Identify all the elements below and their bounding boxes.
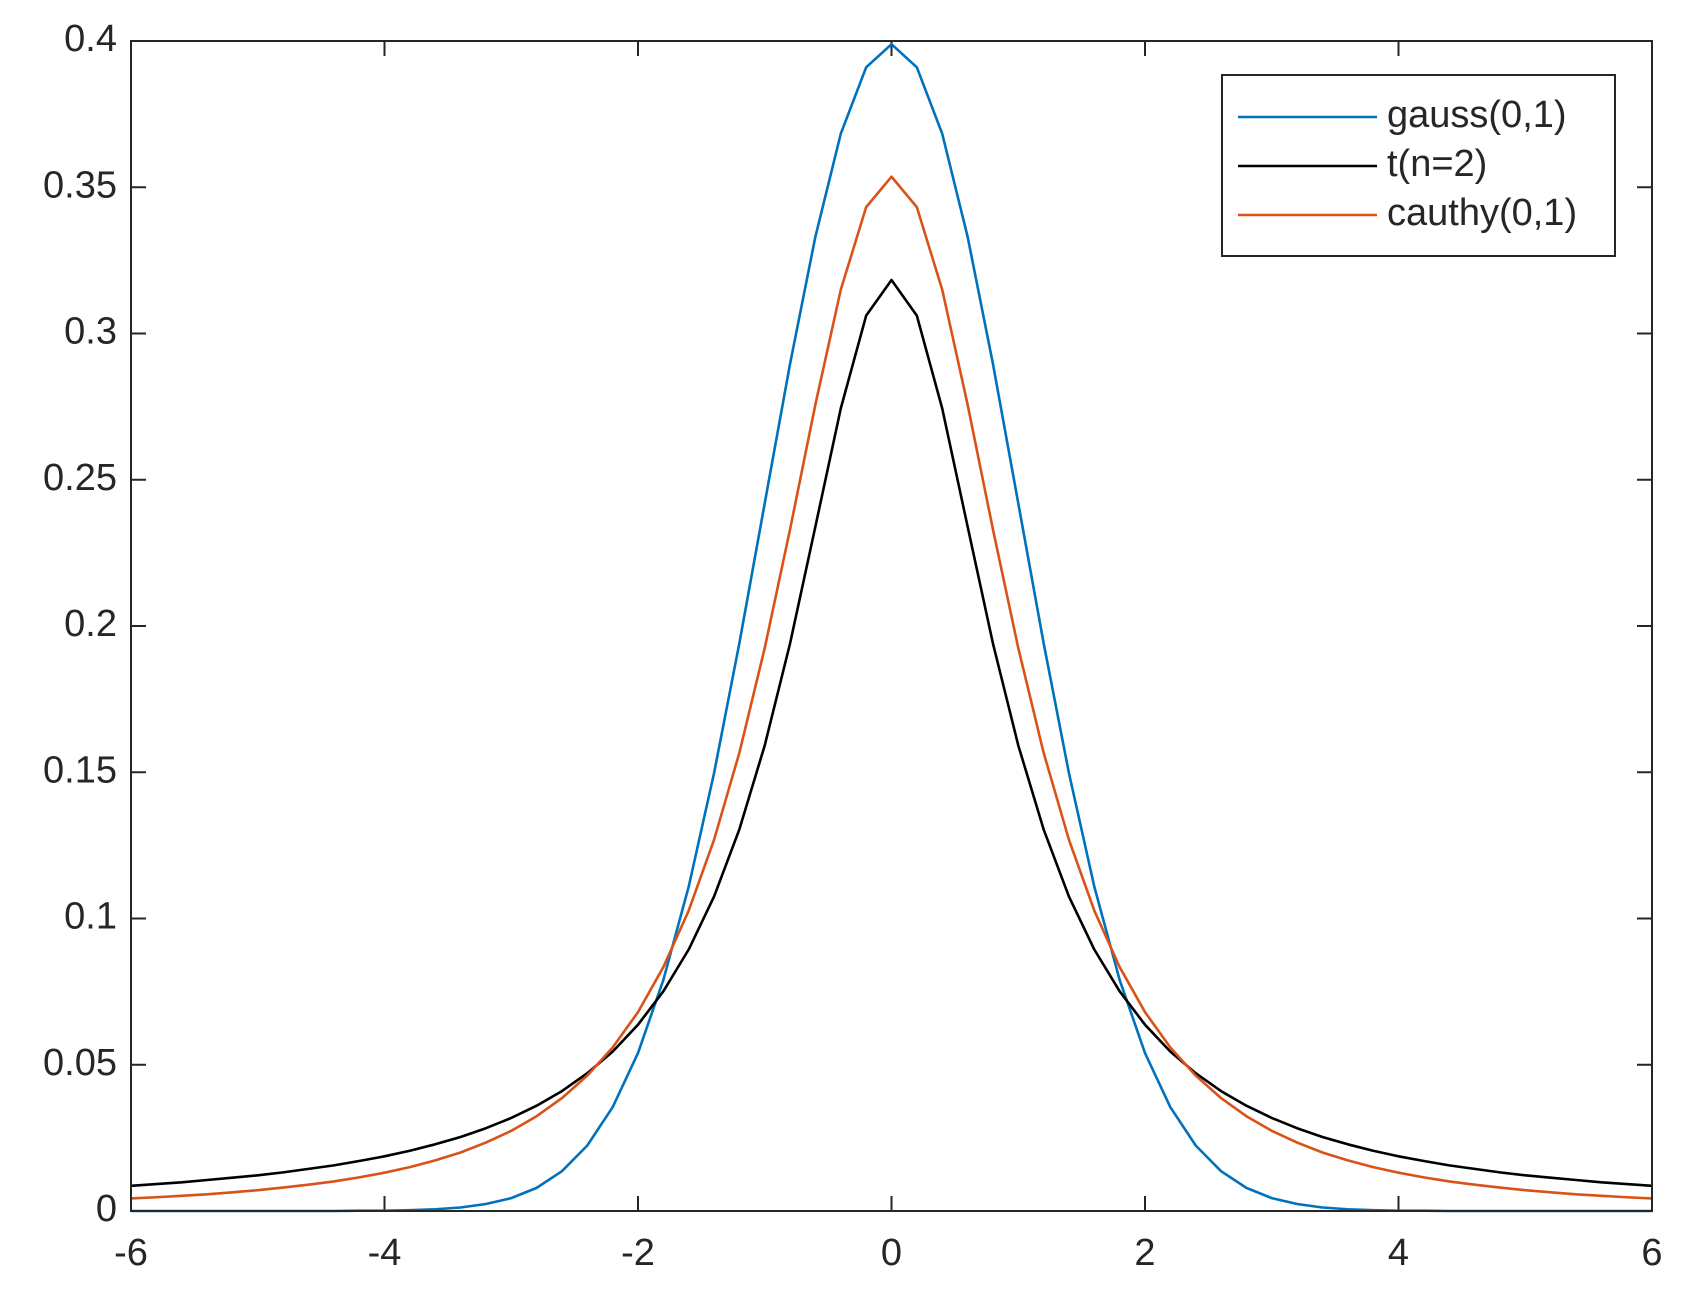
x-tick-label: -4 [368,1232,402,1274]
legend-label: gauss(0,1) [1387,94,1567,136]
x-tick-label: 0 [881,1232,902,1274]
y-tick-label: 0.4 [64,18,117,60]
y-tick-label: 0.2 [64,603,117,645]
y-tick-label: 0.3 [64,311,117,353]
x-tick-label: -6 [114,1232,148,1274]
legend-label: t(n=2) [1387,143,1487,185]
legend-label: cauthy(0,1) [1387,192,1577,234]
x-tick-label: 6 [1641,1232,1662,1274]
y-tick-label: 0.35 [43,164,117,206]
y-tick-label: 0.1 [64,896,117,938]
y-tick-label: 0 [96,1188,117,1230]
line-series [130,278,1653,1188]
x-tick-label: 4 [1388,1232,1409,1274]
legend: gauss(0,1) t(n=2) cauthy(0,1) [1221,74,1616,257]
y-tick-label: 0.05 [43,1042,117,1084]
y-tick-label: 0.25 [43,457,117,499]
x-tick-label: -2 [621,1232,655,1274]
y-tick-label: 0.15 [43,749,117,791]
x-tick-label: 2 [1134,1232,1155,1274]
line-series [130,175,1653,1200]
plot-border [130,40,1653,1212]
